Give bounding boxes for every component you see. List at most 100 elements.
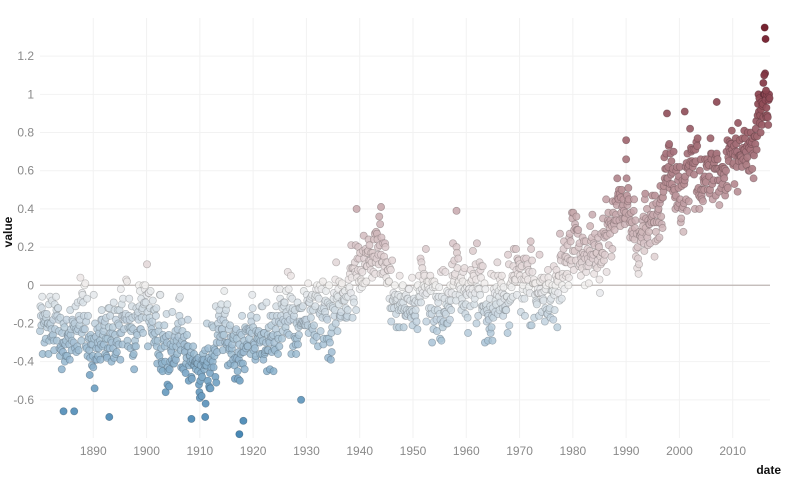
data-point (375, 212, 384, 221)
data-point (388, 256, 397, 265)
data-point (411, 306, 420, 315)
data-point (131, 342, 140, 351)
data-point (588, 210, 597, 219)
data-point (105, 413, 114, 421)
data-point (143, 342, 152, 351)
data-point (764, 120, 773, 129)
data-point (165, 382, 174, 391)
data-point (97, 306, 106, 315)
y-tick-label: 0 (27, 278, 34, 292)
data-point (622, 155, 631, 164)
data-point (640, 246, 649, 255)
data-point (715, 201, 724, 210)
data-point (284, 285, 293, 294)
x-tick-label: 1910 (187, 444, 214, 458)
y-tick-label: 1 (27, 87, 34, 101)
data-point (38, 292, 47, 301)
data-point (269, 367, 278, 376)
data-point (278, 334, 286, 343)
data-point (733, 187, 742, 196)
data-point (663, 109, 671, 118)
data-point (569, 266, 578, 274)
y-tick-label: -0.6 (13, 393, 34, 407)
data-point (468, 246, 477, 255)
data-point (441, 267, 450, 276)
data-point (116, 355, 125, 364)
data-point (292, 350, 301, 358)
data-point (160, 321, 169, 330)
data-point (381, 243, 390, 252)
x-tick-label: 1940 (346, 444, 373, 458)
data-point (532, 300, 541, 309)
data-point (602, 195, 611, 204)
data-point (325, 281, 334, 290)
data-point (608, 245, 617, 253)
data-point (161, 388, 170, 397)
y-tick-label: 0.2 (17, 240, 34, 254)
data-point (586, 222, 595, 231)
data-point (66, 306, 75, 315)
data-point (327, 348, 336, 357)
data-point (474, 311, 483, 320)
data-point (116, 285, 125, 294)
data-point (600, 250, 609, 259)
data-point (83, 294, 92, 303)
data-point (390, 281, 399, 290)
data-point (634, 269, 643, 278)
data-point (183, 330, 191, 339)
data-point (699, 197, 707, 206)
data-point (412, 317, 421, 326)
data-point (209, 363, 218, 372)
data-point (643, 204, 651, 213)
data-point (762, 103, 771, 112)
data-point (235, 430, 244, 439)
x-tick-label: 1990 (613, 444, 640, 458)
data-point (386, 266, 395, 274)
data-point (730, 180, 739, 189)
x-tick-label: 1960 (453, 444, 480, 458)
data-point (463, 313, 472, 322)
data-point (763, 113, 772, 122)
data-point (472, 239, 481, 248)
data-point (706, 134, 715, 143)
data-point (658, 224, 667, 232)
data-point (437, 336, 446, 345)
data-point (358, 267, 367, 276)
data-point (294, 340, 302, 349)
data-point (197, 392, 206, 400)
data-point (635, 260, 643, 269)
data-point (297, 395, 306, 404)
data-point (651, 227, 660, 236)
data-point (152, 304, 161, 313)
data-point (42, 309, 51, 318)
data-point (417, 298, 425, 307)
data-point (89, 363, 98, 372)
x-tick-label: 2010 (719, 444, 746, 458)
data-point (476, 273, 485, 282)
data-point (493, 258, 502, 267)
data-point (106, 311, 115, 320)
data-point (156, 290, 165, 299)
data-point (497, 271, 506, 280)
data-point (332, 258, 341, 267)
data-point (452, 206, 461, 215)
data-point (421, 245, 430, 253)
data-point (318, 277, 327, 286)
data-point (365, 241, 374, 250)
data-point (165, 365, 174, 374)
y-tick-label: 0.4 (17, 202, 34, 216)
data-point (348, 313, 357, 322)
data-point (613, 174, 622, 183)
grid (40, 18, 770, 438)
data-point (760, 23, 769, 32)
data-point (610, 225, 619, 234)
data-point (151, 311, 160, 320)
data-point (306, 313, 315, 322)
data-point (447, 306, 456, 315)
data-point (362, 277, 371, 286)
data-point (722, 166, 730, 175)
data-point (168, 308, 177, 316)
data-point (408, 273, 417, 282)
